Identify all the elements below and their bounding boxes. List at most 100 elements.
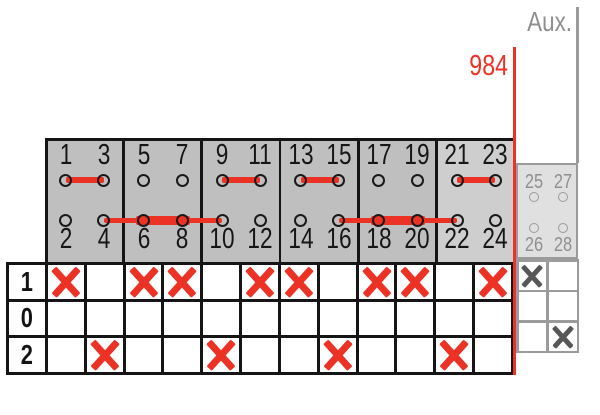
pin-12-circle — [253, 213, 267, 227]
group-divider-5 — [435, 138, 438, 262]
table-cell-r2-c9 — [358, 301, 395, 336]
pin-20-label: 20 — [404, 223, 430, 255]
jumper-13-15 — [300, 177, 339, 183]
pin-2-label: 2 — [59, 223, 72, 255]
pin-8-circle — [175, 213, 189, 227]
table-cell-r3-c3 — [125, 338, 162, 372]
table-cell-r2-c8 — [319, 301, 356, 336]
table-cell-r1-c2 — [86, 265, 123, 299]
aux-pin-28-label: 28 — [553, 234, 573, 256]
table-cell-r2-c12 — [475, 301, 511, 336]
table-cell-r2-c7 — [280, 301, 317, 336]
table-cell-r1-c9 — [358, 265, 395, 299]
aux-x-mark-r3-c2 — [549, 323, 577, 351]
pin-22-circle — [450, 213, 464, 227]
pin-5-circle — [137, 173, 151, 187]
table-cell-r3-c7 — [280, 338, 317, 372]
row-label-2-text: 2 — [20, 339, 34, 371]
aux-pin-27-label: 27 — [553, 171, 573, 193]
pin-5-label: 5 — [137, 139, 151, 171]
aux-pin-27-circle — [558, 192, 568, 202]
table-cell-r3-c8 — [319, 338, 356, 372]
table-cell-r1-c6 — [242, 265, 278, 299]
wiring-ref-984-text: 984 — [469, 50, 508, 82]
pin-18-label: 18 — [366, 223, 392, 255]
group-divider-3 — [278, 138, 282, 262]
pin-21-label: 21 — [444, 139, 470, 171]
table-cell-r3-c11 — [436, 338, 473, 372]
aux-program-table — [516, 259, 579, 353]
x-mark-r3-c11 — [436, 338, 472, 372]
aux-cell-r2-c2 — [548, 292, 577, 320]
pin-17-label: 17 — [366, 139, 392, 171]
pin-4-circle — [97, 213, 111, 227]
program-table: 1 0 2 — [6, 262, 514, 375]
table-cell-r2-c4 — [164, 301, 201, 336]
pin-18-circle — [372, 213, 386, 227]
row-label-2: 2 — [9, 338, 45, 372]
x-mark-r3-c8 — [320, 338, 356, 372]
pin-24-circle — [488, 213, 502, 227]
table-cell-r1-c7 — [280, 265, 317, 299]
table-cell-r1-c5 — [203, 265, 240, 299]
pin-19-circle — [410, 173, 424, 187]
table-cell-r2-c10 — [397, 301, 434, 336]
pin-17-circle — [372, 173, 386, 187]
pin-7-circle — [175, 173, 189, 187]
pin-20-circle — [410, 213, 424, 227]
pin-11-circle — [253, 173, 267, 187]
table-cell-r1-c10 — [397, 265, 434, 299]
pin-9-label: 9 — [215, 139, 229, 171]
x-mark-r1-c3 — [126, 265, 162, 299]
connector-block: 1 3 2 4 5 7 6 8 9 11 10 12 13 15 14 16 17 19 18 20 21 23 22 24 — [45, 138, 515, 262]
table-cell-r3-c2 — [86, 338, 123, 372]
pin-19-label: 19 — [404, 139, 430, 171]
table-cell-r2-c5 — [203, 301, 240, 336]
pin-23-label: 23 — [482, 139, 509, 171]
pin-1-label: 1 — [59, 139, 72, 171]
pin-7-label: 7 — [175, 139, 189, 171]
table-cell-r1-c3 — [125, 265, 162, 299]
pin-1-circle — [59, 173, 72, 187]
red-boundary-line — [512, 47, 516, 375]
pin-24-label: 24 — [482, 223, 509, 255]
table-cell-r2-c11 — [436, 301, 473, 336]
aux-pin-28-circle — [558, 223, 568, 233]
table-cell-r2-c3 — [125, 301, 162, 336]
pin-6-label: 6 — [137, 223, 151, 255]
table-cell-r1-c11 — [436, 265, 473, 299]
group-divider-2 — [200, 138, 203, 262]
row-label-1-text: 1 — [20, 265, 34, 297]
aux-x-mark-r1-c1 — [519, 262, 547, 290]
pin-9-circle — [215, 173, 229, 187]
pin-13-circle — [294, 173, 307, 187]
table-cell-r3-c10 — [397, 338, 434, 372]
aux-pin-26-label: 26 — [524, 234, 544, 256]
table-cell-r2-c1 — [48, 301, 84, 336]
row-label-0-text: 0 — [20, 302, 34, 334]
pin-12-label: 12 — [247, 223, 274, 255]
table-cell-r3-c5 — [203, 338, 240, 372]
x-mark-r1-c12 — [475, 265, 511, 299]
jumper-9-11 — [222, 177, 261, 183]
x-mark-r1-c6 — [242, 265, 278, 299]
pin-16-label: 16 — [326, 223, 352, 255]
connector-group-6-background — [436, 138, 515, 262]
jumper-1-3 — [65, 177, 104, 183]
aux-column-label-text: Aux. — [527, 6, 572, 37]
row-label-0: 0 — [9, 301, 45, 336]
aux-pin-26-circle — [529, 223, 539, 233]
aux-column-label: Aux. — [506, 6, 572, 38]
pin-3-label: 3 — [97, 139, 111, 171]
group-divider-1 — [122, 138, 125, 262]
table-cell-r1-c8 — [319, 265, 356, 299]
pin-14-circle — [294, 213, 307, 227]
pin-23-circle — [488, 173, 502, 187]
group-divider-4 — [357, 138, 360, 262]
pin-22-label: 22 — [444, 223, 470, 255]
pin-8-label: 8 — [175, 223, 189, 255]
table-cell-r3-c12 — [475, 338, 511, 372]
jumper-18-20-thick — [370, 215, 426, 225]
table-cell-r3-c6 — [242, 338, 278, 372]
